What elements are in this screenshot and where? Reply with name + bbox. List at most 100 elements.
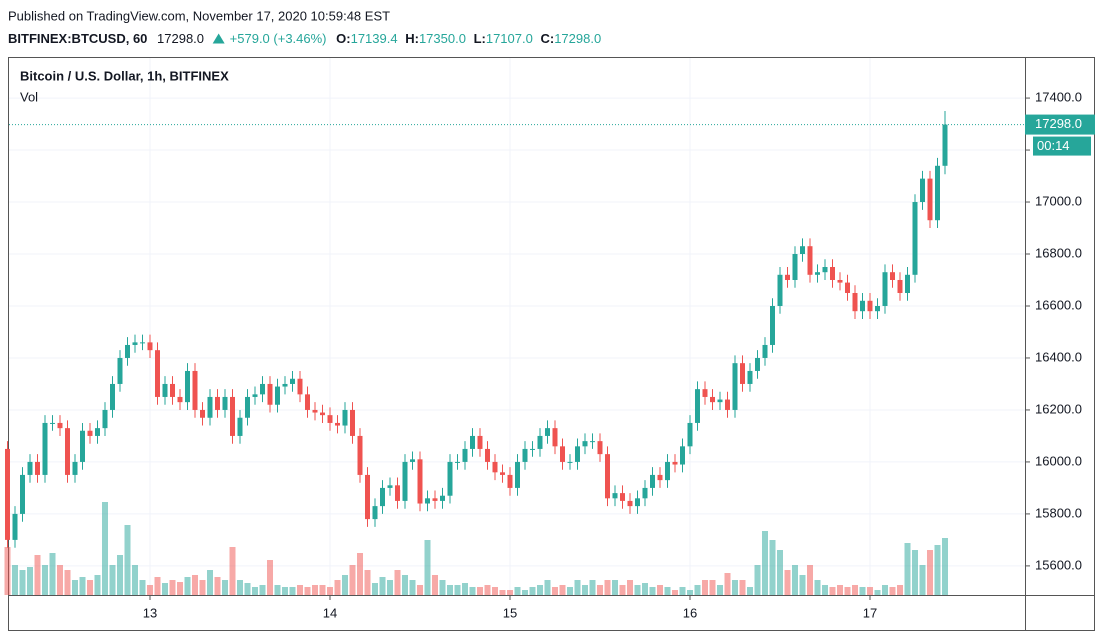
volume-bar — [79, 577, 86, 595]
frame — [8, 57, 1095, 631]
candle-body — [725, 399, 730, 410]
ohlc-key: C: — [540, 31, 554, 46]
volume-bar — [214, 577, 221, 595]
last-price-label: 17298.0 — [1035, 116, 1082, 131]
last-price: 17298.0 — [157, 31, 204, 46]
volume-bar — [312, 585, 318, 595]
volume-bar — [304, 587, 311, 595]
volume-bar — [792, 565, 798, 595]
volume-bar — [432, 575, 438, 595]
volume-bar — [417, 585, 423, 595]
volume-bar — [169, 580, 176, 595]
volume-bar — [657, 585, 663, 595]
candle-body — [110, 383, 115, 410]
published-line: Published on TradingView.com, November 1… — [8, 8, 390, 23]
volume-bar — [919, 565, 926, 595]
candle-body — [260, 383, 265, 395]
volume-bar — [4, 547, 11, 595]
candle-body — [185, 370, 190, 403]
volume-bar — [372, 583, 378, 595]
volume-bar — [717, 585, 723, 595]
candle-body — [702, 389, 708, 397]
volume-bar — [747, 587, 753, 595]
volume-bar — [267, 560, 273, 595]
candle-body — [155, 350, 160, 397]
candle-body — [117, 357, 123, 384]
candle-body — [425, 498, 430, 504]
volume-bar — [762, 531, 768, 595]
candle-body — [905, 274, 910, 293]
candle-body — [717, 399, 723, 403]
candle-body — [20, 474, 25, 514]
volume-bar — [387, 580, 393, 595]
candle-body — [57, 422, 63, 429]
volume-bar — [132, 565, 138, 595]
volume-bar — [912, 550, 918, 595]
candle-body — [275, 386, 280, 405]
volume-bar — [222, 580, 228, 595]
candle-body — [942, 124, 948, 166]
candle-body — [65, 428, 70, 475]
volume-bar — [672, 590, 678, 595]
change: +579.0 (+3.46%) — [230, 31, 327, 46]
candle-body — [747, 370, 753, 384]
volume-bar — [709, 580, 716, 595]
y-tick-label: 15800.0 — [1035, 505, 1082, 520]
chart-title: Bitcoin / U.S. Dollar, 1h, BITFINEX — [20, 68, 229, 83]
y-tick-label: 16600.0 — [1035, 297, 1082, 312]
volume-bar — [934, 545, 941, 595]
candle-body — [612, 493, 618, 499]
y-tick-label: 16800.0 — [1035, 245, 1082, 260]
candle-body — [920, 178, 925, 203]
volume-bar — [754, 565, 761, 595]
volume-bar — [837, 585, 843, 595]
candle-body — [740, 363, 745, 384]
candle-body — [140, 342, 145, 344]
volume-bar — [769, 540, 776, 595]
candle-body — [290, 378, 295, 384]
x-tick-label: 14 — [323, 605, 337, 620]
volume-bar — [814, 580, 821, 595]
ohlc-value: 17107.0 — [486, 31, 533, 46]
volume-bar — [702, 580, 708, 595]
candle-body — [237, 417, 243, 436]
candle-body — [365, 474, 370, 520]
candle-body — [590, 441, 595, 443]
volume-bar — [544, 580, 551, 595]
candle-body — [695, 389, 700, 423]
ohlc-value: 17350.0 — [419, 31, 466, 46]
volume-bar — [282, 587, 288, 595]
candle-body — [477, 435, 483, 449]
volume-bar — [154, 577, 161, 595]
candle-body — [447, 461, 453, 496]
volume-bar — [514, 587, 521, 595]
volume-bar — [822, 585, 828, 595]
volume-bar — [192, 575, 198, 595]
volume-bar — [582, 585, 588, 595]
volume-bar — [42, 565, 48, 595]
volume-bar — [552, 587, 558, 595]
volume-bar — [349, 565, 356, 595]
candle-body — [792, 254, 798, 280]
volume-bar — [567, 587, 573, 595]
candle-body — [222, 396, 228, 410]
volume-bar — [537, 585, 543, 595]
candle-body — [755, 357, 760, 371]
volume-bar — [109, 565, 116, 595]
volume-bar — [49, 553, 56, 595]
volume-label: Vol — [20, 89, 38, 104]
candle-body — [440, 495, 445, 501]
candle-body — [935, 165, 940, 221]
candle-body — [860, 300, 865, 312]
candle-body — [867, 300, 873, 312]
volume-bar — [229, 547, 236, 595]
candle-body — [710, 396, 715, 403]
candle-body — [507, 474, 513, 488]
volume-bar — [874, 590, 881, 595]
volume-bar — [529, 587, 536, 595]
candle-body — [680, 446, 685, 465]
candle-body — [87, 430, 93, 436]
candle-body — [42, 422, 48, 475]
volume-bar — [739, 580, 746, 595]
candle-body — [927, 178, 933, 221]
